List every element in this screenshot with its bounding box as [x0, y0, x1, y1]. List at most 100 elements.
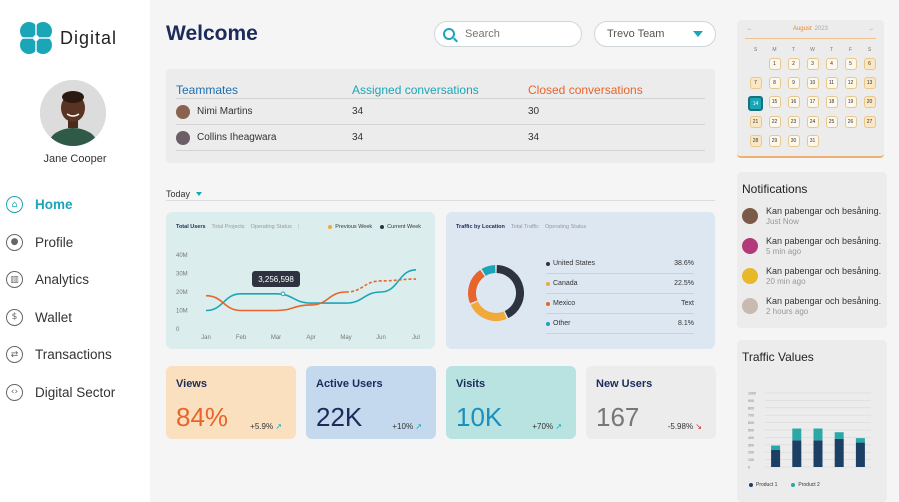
- chart-legend: Product 1 Product 2: [749, 482, 834, 488]
- weekday-label: T: [829, 47, 834, 53]
- calendar-day[interactable]: 11: [825, 77, 838, 90]
- location-donut-chart: [468, 265, 524, 321]
- nav-item-wallet[interactable]: $ Wallet: [6, 299, 115, 337]
- chart-point-marker: [280, 291, 286, 297]
- notification-item[interactable]: Kan pabengar och besåning. 2 hours ago: [742, 296, 881, 316]
- tab-traffic-by-location[interactable]: Traffic by Location: [456, 224, 505, 230]
- kpi-active-users[interactable]: Active Users 22K +10% ↗: [306, 366, 436, 439]
- calendar-day[interactable]: 5: [844, 58, 857, 70]
- notification-item[interactable]: Kan pabengar och besåning. 5 min ago: [742, 236, 881, 256]
- location-name-wrap: Mexico: [546, 300, 575, 307]
- divider: [166, 200, 715, 201]
- team-dropdown[interactable]: Trevo Team: [594, 21, 716, 47]
- calendar-day[interactable]: 28: [749, 134, 762, 147]
- tab-total-traffic[interactable]: Total Traffic: [510, 224, 539, 230]
- calendar-day[interactable]: 12: [844, 77, 857, 90]
- calendar-day[interactable]: 3: [806, 58, 819, 70]
- calendar-day-cell: 3: [803, 58, 822, 77]
- calendar-day[interactable]: 24: [806, 115, 819, 128]
- search-input[interactable]: [465, 28, 575, 40]
- calendar-day[interactable]: 7: [749, 77, 762, 90]
- calendar-day[interactable]: 13: [863, 77, 876, 90]
- kpi-delta-text: -5.98%: [667, 422, 694, 431]
- y-tick-label: 0: [176, 327, 180, 333]
- y-tick-label: 900: [748, 399, 754, 403]
- column-header-closed[interactable]: Closed conversations: [528, 82, 643, 97]
- calendar-day-cell: 9: [784, 77, 803, 96]
- tab-operating-status[interactable]: Operating Status: [250, 224, 292, 230]
- calendar-day[interactable]: 9: [787, 77, 800, 90]
- nav-item-analytics[interactable]: ▥ Analytics: [6, 261, 115, 299]
- calendar-day[interactable]: 4: [825, 58, 838, 70]
- next-month-icon[interactable]: →: [867, 26, 874, 32]
- tab-total-projects[interactable]: Total Projects: [211, 224, 245, 230]
- trend-up-icon: ↗: [415, 422, 422, 431]
- table-row[interactable]: Nimi Martins 34 30: [176, 99, 705, 125]
- column-header-teammates[interactable]: Teammates: [176, 82, 239, 97]
- calendar-day-cell: 6: [860, 58, 879, 77]
- kpi-title: Active Users: [316, 378, 383, 390]
- search-box[interactable]: [434, 21, 582, 47]
- calendar-day[interactable]: 27: [863, 115, 876, 128]
- nav-item-digital-sector[interactable]: ‹› Digital Sector: [6, 374, 115, 412]
- legend-label: Product 1: [756, 482, 778, 488]
- nav-item-home[interactable]: ⌂ Home: [6, 186, 115, 224]
- tab-total-users[interactable]: Total Users: [176, 224, 206, 230]
- brand-logo[interactable]: Digital: [16, 18, 117, 58]
- calendar-day-cell: 12: [841, 77, 860, 96]
- chart-tabs: Traffic by Location Total Traffic Operat…: [456, 224, 592, 230]
- calendar-day[interactable]: 8: [768, 77, 781, 90]
- calendar-day-selected[interactable]: 14: [748, 96, 763, 112]
- kpi-views[interactable]: Views 84% +5.9% ↗: [166, 366, 296, 439]
- calendar-day[interactable]: 25: [825, 115, 838, 128]
- prev-month-icon[interactable]: ←: [747, 26, 753, 32]
- kpi-visits[interactable]: Visits 10K +70% ↗: [446, 366, 576, 439]
- bar-product-2-a: [771, 445, 781, 450]
- calendar-day[interactable]: 29: [768, 134, 781, 147]
- calendar-day[interactable]: 18: [825, 96, 838, 109]
- calendar-day-cell: 18: [822, 96, 841, 115]
- nav-item-profile[interactable]: ● Profile: [6, 224, 115, 262]
- calendar-day[interactable]: 20: [863, 96, 876, 109]
- calendar-day[interactable]: 23: [787, 115, 800, 128]
- calendar-day[interactable]: 30: [787, 134, 800, 147]
- list-item: Canada 22.5%: [546, 274, 694, 294]
- notification-item[interactable]: Kan pabengar och besåning. 20 min ago: [742, 266, 881, 286]
- calendar-day[interactable]: 31: [806, 134, 819, 147]
- calendar-day[interactable]: 2: [787, 58, 800, 70]
- table-row[interactable]: Collins Iheagwara 34 34: [176, 125, 705, 151]
- notification-item[interactable]: Kan pabengar och besåning. Just Now: [742, 206, 881, 226]
- calendar-day[interactable]: 19: [844, 96, 857, 109]
- page-title: Welcome: [166, 22, 258, 45]
- bullet-dot: [546, 281, 550, 286]
- calendar-day[interactable]: 21: [749, 115, 762, 128]
- calendar-day[interactable]: 10: [806, 77, 819, 90]
- calendar-day[interactable]: 15: [768, 96, 781, 109]
- location-value: 38.6%: [674, 260, 694, 267]
- calendar-day[interactable]: 16: [787, 96, 800, 109]
- list-item: Other 8.1%: [546, 314, 694, 334]
- calendar-header: ← August 2023 →: [737, 26, 884, 32]
- total-users-card: Total Users Total Projects Operating Sta…: [166, 212, 435, 349]
- calendar-day[interactable]: 1: [768, 58, 781, 70]
- nav-label: Wallet: [35, 309, 73, 325]
- users-line-chart: 0 10M 20M 30M 40M Jan Feb Mar Apr May Jun Jul: [176, 253, 420, 341]
- kpi-new-users[interactable]: New Users 167 -5.98% ↘: [586, 366, 716, 439]
- location-name-wrap: Canada: [546, 280, 578, 287]
- kpi-delta: -5.98% ↘: [668, 422, 702, 431]
- calendar-day[interactable]: 22: [768, 115, 781, 128]
- weekday-label: T: [791, 47, 796, 53]
- kpi-delta-text: +5.9%: [250, 422, 274, 431]
- series-line-previous-week-projection: [345, 278, 417, 293]
- calendar-day[interactable]: 17: [806, 96, 819, 109]
- calendar-day[interactable]: 6: [863, 58, 876, 70]
- column-header-assigned[interactable]: Assigned conversations: [352, 82, 479, 97]
- calendar-day[interactable]: 26: [844, 115, 857, 128]
- period-filter[interactable]: Today: [166, 189, 203, 199]
- user-avatar[interactable]: [40, 80, 106, 146]
- traffic-location-card: Traffic by Location Total Traffic Operat…: [446, 212, 715, 349]
- tab-operating-status[interactable]: Operating Status: [544, 224, 587, 230]
- user-name: Jane Cooper: [43, 153, 107, 165]
- calendar-day-cell: 1: [765, 58, 784, 77]
- nav-item-transactions[interactable]: ⇄ Transactions: [6, 336, 115, 374]
